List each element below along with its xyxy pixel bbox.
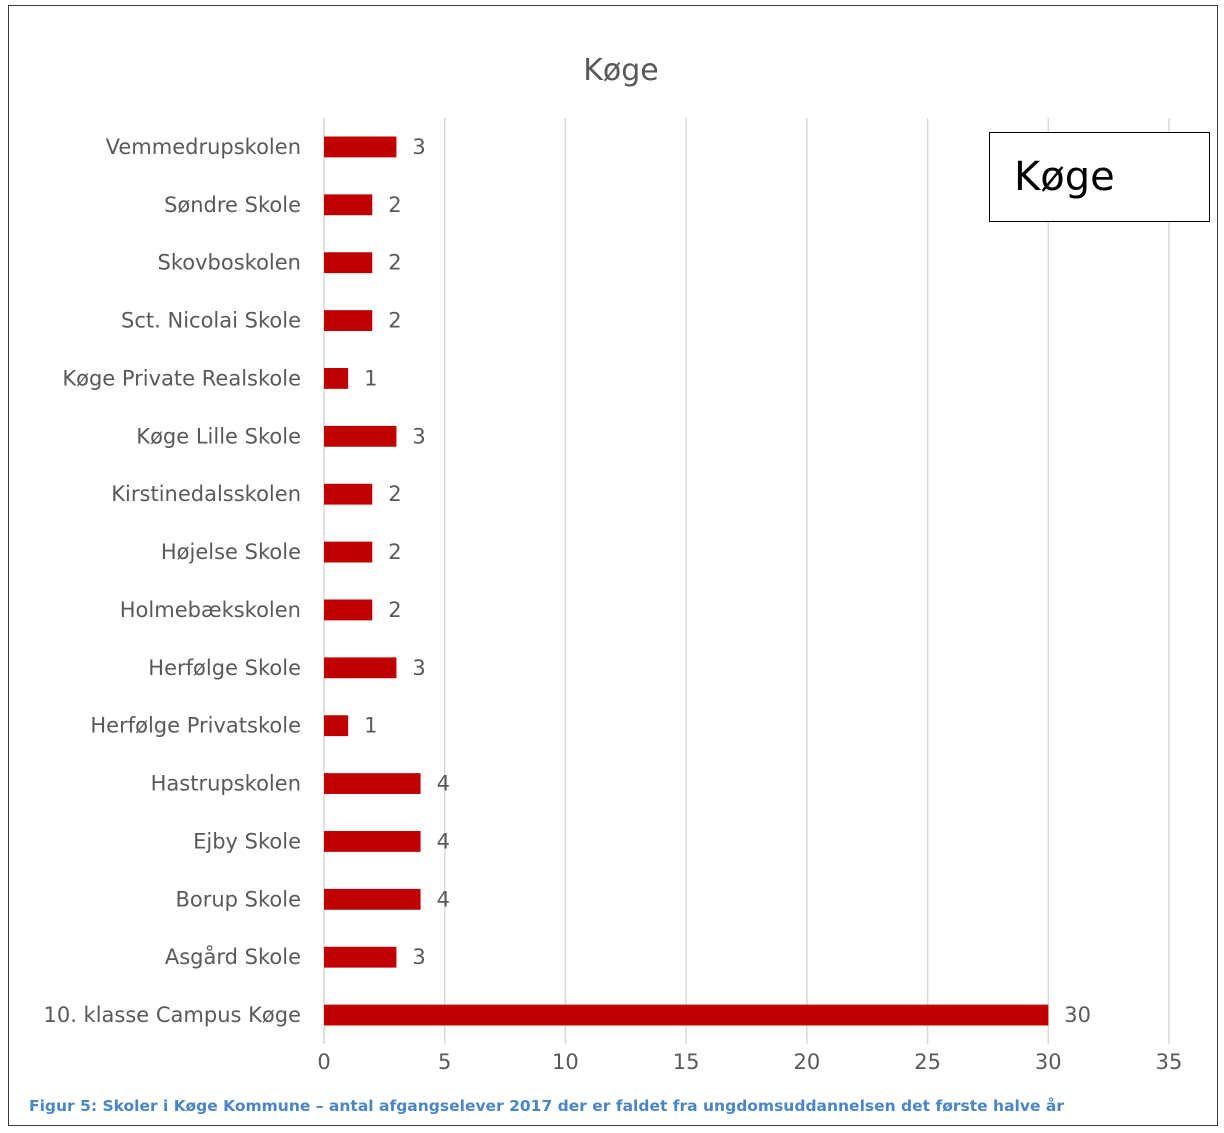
category-label: Hastrupskolen [151, 772, 301, 796]
x-tick-label: 5 [438, 1050, 451, 1074]
x-tick-label: 0 [317, 1050, 330, 1074]
bar [324, 483, 373, 505]
x-tick-label: 25 [914, 1050, 941, 1074]
category-label: Herfølge Skole [148, 656, 301, 680]
bar [324, 252, 373, 274]
data-label: 3 [412, 656, 425, 680]
category-label: Vemmedrupskolen [106, 135, 301, 159]
legend-text: Køge [1014, 154, 1115, 200]
category-label: Holmebækskolen [120, 598, 301, 622]
x-tick-label: 20 [793, 1050, 820, 1074]
data-label: 3 [412, 424, 425, 448]
bars [324, 136, 1049, 1026]
data-label: 2 [388, 598, 401, 622]
data-label: 1 [364, 714, 377, 738]
category-label: Skovboskolen [158, 251, 301, 275]
x-tick-label: 35 [1156, 1050, 1183, 1074]
data-label: 2 [388, 540, 401, 564]
category-label: Ejby Skole [193, 829, 301, 853]
bar [324, 194, 373, 216]
category-label: Køge Lille Skole [136, 424, 301, 448]
x-axis-ticks: 0 5 10 15 20 25 30 35 [317, 1050, 1182, 1074]
category-labels: 10. klasse Campus Køge Asgård Skole Borup … [43, 135, 301, 1027]
data-label: 4 [437, 887, 450, 911]
data-label: 2 [388, 482, 401, 506]
category-label: Sct. Nicolai Skole [121, 309, 301, 333]
data-label: 3 [412, 945, 425, 969]
x-tick-label: 30 [1035, 1050, 1062, 1074]
data-label: 3 [412, 135, 425, 159]
bar [324, 310, 373, 331]
category-label: Kirstinedalsskolen [111, 482, 301, 506]
data-label: 2 [388, 309, 401, 333]
chart-title: Køge [583, 53, 659, 88]
bar [324, 773, 421, 794]
chart-frame: Køge 10. klasse Campus Køge Asgård Skole B… [8, 5, 1218, 1126]
category-label: Søndre Skole [164, 193, 301, 217]
legend-box: Køge [989, 132, 1210, 222]
category-label: Herfølge Privatskole [90, 714, 301, 738]
data-label: 30 [1064, 1003, 1091, 1027]
bar [324, 599, 373, 621]
bar [324, 1004, 1049, 1026]
bar [324, 946, 397, 968]
bar-chart: Køge 10. klasse Campus Køge Asgård Skole B… [43, 53, 1182, 1074]
category-label: Køge Private Realskole [62, 366, 301, 390]
category-label: Asgård Skole [165, 944, 301, 969]
bar [324, 715, 349, 737]
category-label: Borup Skole [175, 887, 301, 911]
bar [324, 657, 397, 679]
data-label: 2 [388, 193, 401, 217]
bar [324, 541, 373, 563]
figure-caption: Figur 5: Skoler i Køge Kommune – antal a… [29, 1097, 1064, 1115]
data-label: 4 [437, 829, 450, 853]
category-label: Højelse Skole [161, 540, 301, 564]
x-tick-label: 10 [552, 1050, 579, 1074]
category-label: 10. klasse Campus Køge [43, 1003, 301, 1027]
bar [324, 888, 421, 910]
gridlines [323, 118, 1170, 1044]
bar [324, 831, 421, 852]
data-label: 1 [364, 366, 377, 390]
bar [324, 136, 397, 158]
data-labels: 30 3 4 4 4 1 3 2 2 2 3 1 2 2 2 3 [364, 135, 1091, 1027]
x-tick-label: 15 [673, 1050, 700, 1074]
bar [324, 368, 349, 389]
data-label: 4 [437, 772, 450, 796]
data-label: 2 [388, 251, 401, 275]
bar [324, 425, 397, 447]
